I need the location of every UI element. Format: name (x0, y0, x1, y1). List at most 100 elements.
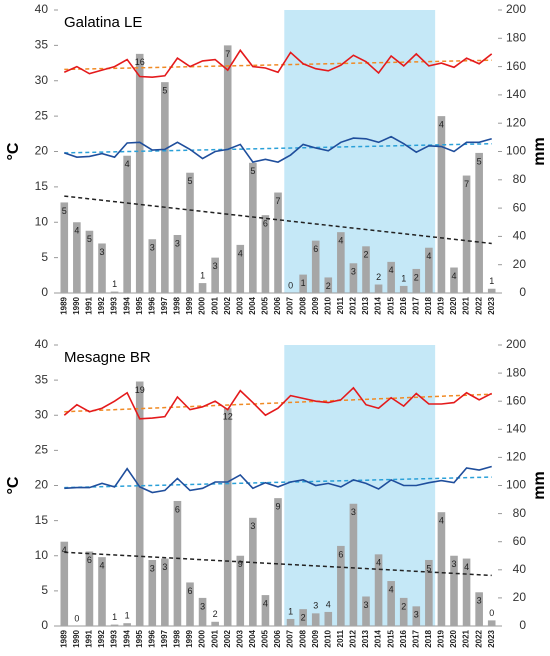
y2-tick-label: 60 (513, 200, 527, 214)
y2-tick-label: 80 (513, 506, 527, 520)
y2-tick-label: 100 (506, 478, 526, 492)
bar-annotation: 16 (135, 57, 145, 67)
bar (374, 284, 383, 293)
bar-annotation: 9 (275, 502, 280, 512)
bar-annotation: 3 (351, 267, 356, 277)
bar (349, 503, 358, 626)
panel-title: Galatina LE (64, 14, 142, 31)
x-tick-label: 2019 (437, 296, 446, 314)
panel-title: Mesagne BR (64, 349, 151, 366)
bar (98, 557, 106, 626)
x-tick-label: 2013 (361, 296, 370, 314)
bar-annotation: 1 (112, 279, 117, 289)
bar (173, 500, 182, 626)
bar (123, 155, 131, 293)
x-tick-label: 1995 (135, 296, 144, 314)
bar-annotation: 1 (200, 270, 205, 280)
x-tick-label: 2016 (399, 629, 408, 647)
y-tick-label: 10 (35, 214, 49, 228)
bar-annotation: 3 (213, 261, 218, 271)
x-tick-label: 2018 (424, 629, 433, 647)
y2-tick-label: 140 (506, 421, 526, 435)
y2-tick-label: 20 (513, 590, 527, 604)
bar-annotation: 4 (99, 561, 104, 571)
x-tick-label: 2003 (235, 296, 244, 314)
x-tick-label: 2023 (487, 296, 496, 314)
bar-annotation: 4 (389, 584, 394, 594)
bar (450, 267, 458, 293)
bar (85, 230, 94, 293)
y-tick-label: 0 (41, 618, 48, 632)
x-tick-label: 2018 (424, 296, 433, 314)
bar-annotation: 6 (263, 219, 268, 229)
y2-tick-label: 40 (513, 562, 527, 576)
bar-annotation: 6 (87, 555, 92, 565)
bar-annotation: 3 (162, 562, 167, 572)
x-tick-label: 1998 (173, 296, 182, 314)
bar (249, 517, 257, 626)
x-tick-label: 2014 (374, 629, 383, 647)
y2-tick-label: 160 (506, 59, 526, 73)
x-tick-label: 2001 (210, 629, 219, 647)
trend-line (64, 142, 492, 154)
bar-annotation: 5 (187, 176, 192, 186)
bar-annotation: 4 (338, 236, 343, 246)
x-tick-label: 2008 (298, 629, 307, 647)
y-tick-label: 5 (41, 250, 48, 264)
x-tick-label: 1993 (110, 629, 119, 647)
bar (236, 555, 245, 626)
bar (362, 596, 370, 626)
x-tick-label: 2017 (411, 629, 420, 647)
y2-tick-label: 180 (506, 365, 526, 379)
bar-annotation: 3 (451, 559, 456, 569)
x-tick-label: 2010 (323, 629, 332, 647)
bar (450, 555, 458, 626)
bar-annotation: 4 (74, 226, 79, 236)
y2-tick-label: 120 (506, 115, 526, 129)
bar-annotation: 4 (62, 545, 67, 555)
y-tick-label: 40 (35, 2, 49, 16)
bar-annotation: 4 (451, 271, 456, 281)
bar-annotation: 6 (338, 549, 343, 559)
bar-annotation: 7 (225, 49, 230, 59)
bar-annotation: 5 (426, 563, 431, 573)
y2-axis-label: mm (531, 137, 548, 165)
y-tick-label: 25 (35, 108, 49, 122)
bar (274, 498, 282, 626)
x-tick-label: 2015 (386, 629, 395, 647)
bar-annotation: 1 (288, 606, 293, 616)
y2-tick-label: 140 (506, 87, 526, 101)
x-tick-label: 2023 (487, 629, 496, 647)
bar-annotation: 3 (313, 601, 318, 611)
y2-axis-label: mm (531, 471, 548, 499)
bar (349, 263, 358, 293)
x-tick-label: 1999 (185, 296, 194, 314)
bar-annotation: 1 (125, 611, 130, 621)
bar-annotation: 3 (477, 596, 482, 606)
bar (487, 620, 496, 626)
bar-annotation: 6 (313, 244, 318, 254)
y-tick-label: 40 (35, 337, 49, 351)
bar-annotation: 4 (389, 265, 394, 275)
trend-line (64, 551, 492, 577)
bar-annotation: 2 (301, 613, 306, 623)
bar-annotation: 4 (376, 558, 381, 568)
bar (324, 277, 333, 293)
bar (135, 53, 144, 293)
x-tick-label: 2007 (286, 629, 295, 647)
x-tick-label: 2004 (248, 296, 257, 314)
bar (73, 222, 81, 293)
y2-tick-label: 0 (519, 285, 526, 299)
bar-annotation: 3 (351, 507, 356, 517)
bar-annotation: 0 (74, 613, 79, 623)
bar-annotation: 5 (87, 234, 92, 244)
x-tick-label: 2009 (311, 296, 320, 314)
bar (412, 606, 421, 626)
bar-annotation: 2 (401, 601, 406, 611)
bar (462, 175, 471, 293)
bar (173, 234, 182, 293)
bar (223, 45, 232, 293)
x-tick-label: 2008 (298, 296, 307, 314)
bar (387, 581, 395, 626)
